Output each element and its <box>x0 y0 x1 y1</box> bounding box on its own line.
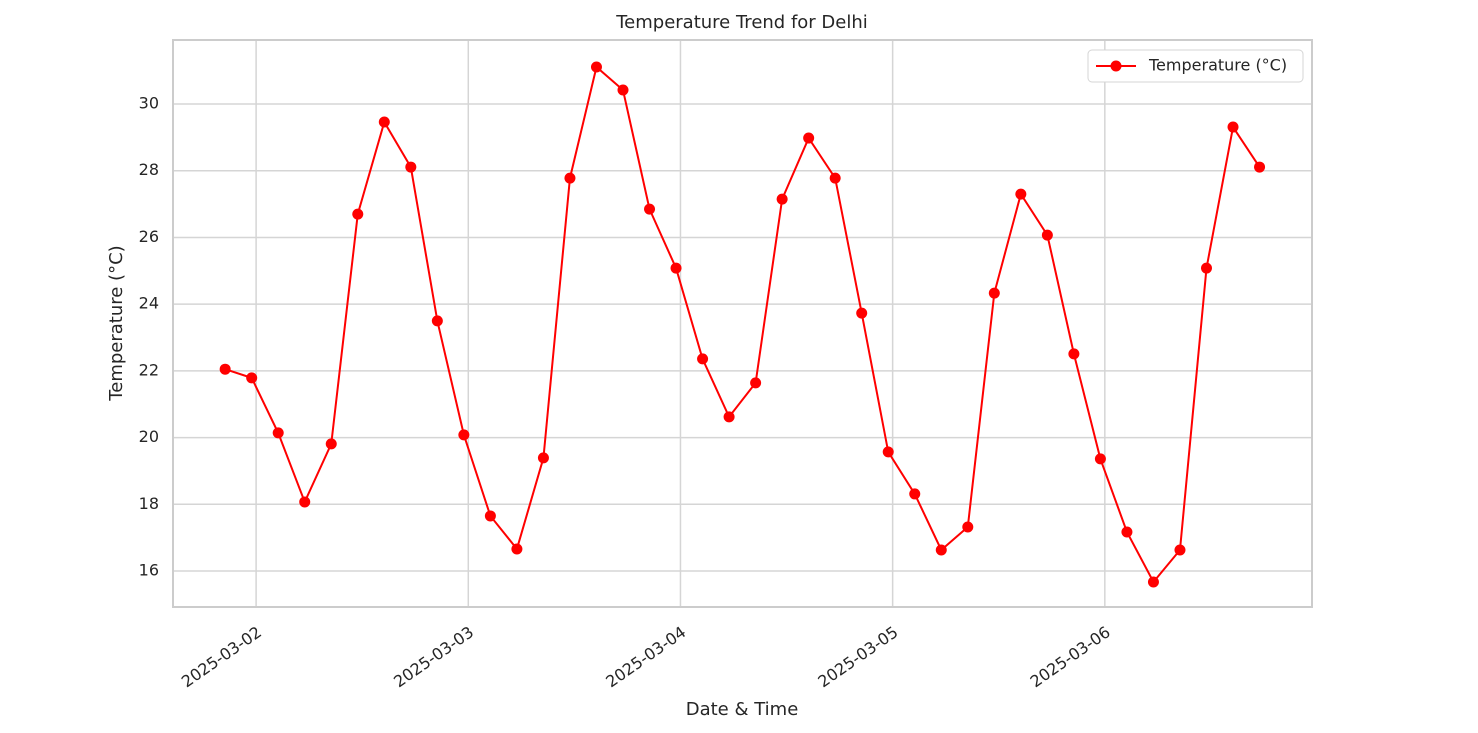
data-point <box>431 315 443 327</box>
data-point <box>564 172 576 184</box>
y-tick-label: 30 <box>139 94 159 113</box>
data-point <box>378 116 390 128</box>
plot-area <box>173 40 1312 607</box>
data-point <box>750 377 762 389</box>
data-point <box>1200 262 1212 274</box>
data-point <box>405 161 417 173</box>
x-tick-label: 2025-03-02 <box>178 622 265 691</box>
data-point <box>590 61 602 73</box>
data-point <box>617 84 629 96</box>
data-point <box>644 203 656 215</box>
data-point <box>484 510 496 522</box>
data-point <box>909 488 921 500</box>
data-point <box>670 262 682 274</box>
data-point <box>537 452 549 464</box>
data-point <box>1147 576 1159 588</box>
data-point <box>1041 229 1053 241</box>
data-point <box>1227 121 1239 133</box>
x-tick-label: 2025-03-06 <box>1027 622 1114 691</box>
legend-box <box>1087 49 1304 83</box>
plot-frame <box>172 39 1313 608</box>
legend-label: Temperature (°C) <box>1148 56 1287 75</box>
data-point <box>723 411 735 423</box>
data-point <box>1121 526 1133 538</box>
x-tick-label: 2025-03-03 <box>390 622 477 691</box>
y-tick-label: 18 <box>139 494 159 513</box>
series-line <box>224 65 1261 584</box>
data-point <box>829 172 841 184</box>
data-point <box>1174 544 1186 556</box>
data-point <box>988 287 1000 299</box>
y-axis-label: Temperature (°C) <box>106 245 127 401</box>
y-tick-label: 22 <box>139 360 159 379</box>
data-point <box>1254 161 1266 173</box>
legend-marker <box>1110 60 1122 72</box>
y-tick-label: 28 <box>139 160 159 179</box>
x-axis-label: Date & Time <box>686 699 799 720</box>
grid <box>173 40 1312 607</box>
data-point <box>272 427 284 439</box>
y-tick-label: 20 <box>139 427 159 446</box>
y-tick-label: 24 <box>139 294 159 313</box>
data-point <box>246 372 258 384</box>
data-point <box>803 132 815 144</box>
data-point <box>1094 453 1106 465</box>
data-point <box>299 496 311 508</box>
data-point <box>856 307 868 319</box>
data-point <box>325 438 337 450</box>
y-tick-label: 16 <box>139 560 159 579</box>
chart-title: Temperature Trend for Delhi <box>615 12 868 33</box>
data-point <box>458 429 470 441</box>
data-point <box>219 363 231 375</box>
data-point <box>776 193 788 205</box>
data-point <box>935 544 947 556</box>
data-point <box>962 521 974 533</box>
y-tick-label: 26 <box>139 227 159 246</box>
data-point <box>1068 348 1080 360</box>
data-point <box>882 446 894 458</box>
data-point <box>511 543 523 555</box>
data-point <box>1015 188 1027 200</box>
x-tick-label: 2025-03-04 <box>602 622 689 691</box>
data-point <box>697 353 709 365</box>
x-tick-label: 2025-03-05 <box>814 622 901 691</box>
data-point <box>352 208 364 220</box>
